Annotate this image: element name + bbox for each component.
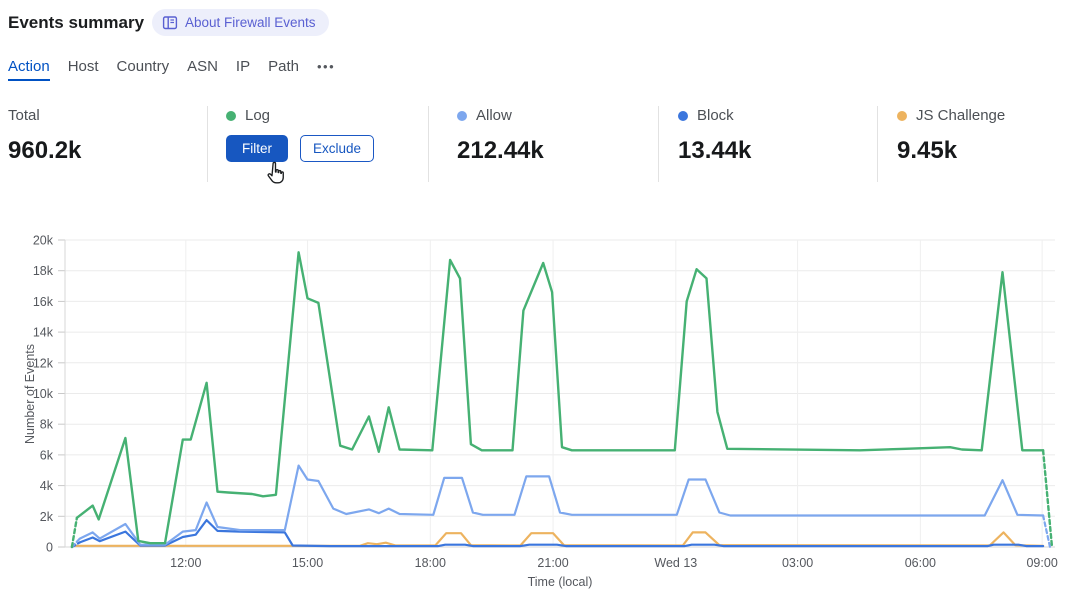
about-badge-label: About Firewall Events <box>185 15 316 30</box>
y-tick-label: 0 <box>46 541 53 555</box>
more-tabs-icon[interactable]: ••• <box>316 59 336 74</box>
y-tick-label: 2k <box>40 510 54 524</box>
stat-block-value: 13.44k <box>678 137 752 164</box>
stat-total-label: Total <box>8 107 40 124</box>
divider <box>428 106 429 182</box>
y-tick-label: 10k <box>33 387 54 401</box>
series-line-log-dash-tail <box>1041 449 1054 549</box>
stats-row: Total 960.2k Log Filter Exclude Allow 21… <box>0 103 1068 185</box>
divider <box>658 106 659 182</box>
tab-asn[interactable]: ASN <box>187 58 218 75</box>
about-firewall-events-badge[interactable]: About Firewall Events <box>152 9 329 36</box>
stat-js-challenge[interactable]: JS Challenge 9.45k <box>897 107 1005 165</box>
y-tick-label: 4k <box>40 479 54 493</box>
x-tick-label: 03:00 <box>782 556 813 570</box>
stat-js-challenge-value: 9.45k <box>897 137 958 164</box>
x-axis-title: Time (local) <box>527 575 593 589</box>
block-dot-icon <box>678 110 688 121</box>
tab-action[interactable]: Action <box>8 58 50 81</box>
log-dot-icon <box>226 110 236 121</box>
y-tick-label: 6k <box>40 448 54 462</box>
exclude-button[interactable]: Exclude <box>300 135 375 162</box>
y-tick-label: 20k <box>33 234 54 248</box>
stat-js-challenge-label: JS Challenge <box>916 107 1006 124</box>
x-tick-label: 12:00 <box>170 556 201 570</box>
y-tick-label: 16k <box>33 295 54 309</box>
x-tick-label: 18:00 <box>415 556 446 570</box>
x-tick-label: Wed 13 <box>654 556 697 570</box>
y-tick-label: 12k <box>33 356 54 370</box>
filter-button[interactable]: Filter <box>226 135 288 162</box>
tab-ip[interactable]: IP <box>235 58 251 75</box>
stat-allow-value: 212.44k <box>457 137 544 164</box>
allow-dot-icon <box>457 110 467 121</box>
x-tick-label: 15:00 <box>292 556 323 570</box>
series-line-log-dash-head <box>70 516 79 549</box>
y-axis-title: Number of Events <box>23 343 37 445</box>
y-tick-label: 18k <box>33 264 54 278</box>
tab-path[interactable]: Path <box>268 58 299 75</box>
page-title: Events summary <box>8 13 145 32</box>
chart-svg[interactable]: 0 2k 4k 6k 8k 10k 12k 14k 16k 18k 20k 12:00 15:00 18:… <box>33 234 1058 571</box>
y-tick-label: 8k <box>40 418 54 432</box>
y-tick-label: 14k <box>33 326 54 340</box>
tab-bar: Action Host Country ASN IP Path ••• <box>8 58 335 81</box>
stat-allow[interactable]: Allow 212.44k <box>457 107 544 165</box>
stat-log-label: Log <box>245 107 271 124</box>
series-line-allow <box>78 464 1045 546</box>
stat-block[interactable]: Block 13.44k <box>678 107 751 165</box>
series-line-log <box>75 251 1045 545</box>
divider <box>877 106 878 182</box>
x-tick-label: 21:00 <box>537 556 568 570</box>
stat-log[interactable]: Log Filter Exclude <box>226 107 375 162</box>
tab-host[interactable]: Host <box>67 58 99 75</box>
series-line-allow-dash-tail <box>1041 514 1052 549</box>
tab-country[interactable]: Country <box>116 58 170 75</box>
x-tick-label: 06:00 <box>905 556 936 570</box>
events-chart[interactable]: Number of Events 0 2k 4k 6k 8k 10k 12k 14k 16k 18… <box>23 234 1058 590</box>
x-tick-label: 09:00 <box>1026 556 1057 570</box>
stat-allow-label: Allow <box>476 107 512 124</box>
stat-total: Total 960.2k <box>8 107 81 165</box>
js-challenge-dot-icon <box>897 110 907 121</box>
stat-block-label: Block <box>697 107 734 124</box>
book-icon <box>162 15 178 29</box>
divider <box>207 106 208 182</box>
stat-total-value: 960.2k <box>8 137 82 164</box>
